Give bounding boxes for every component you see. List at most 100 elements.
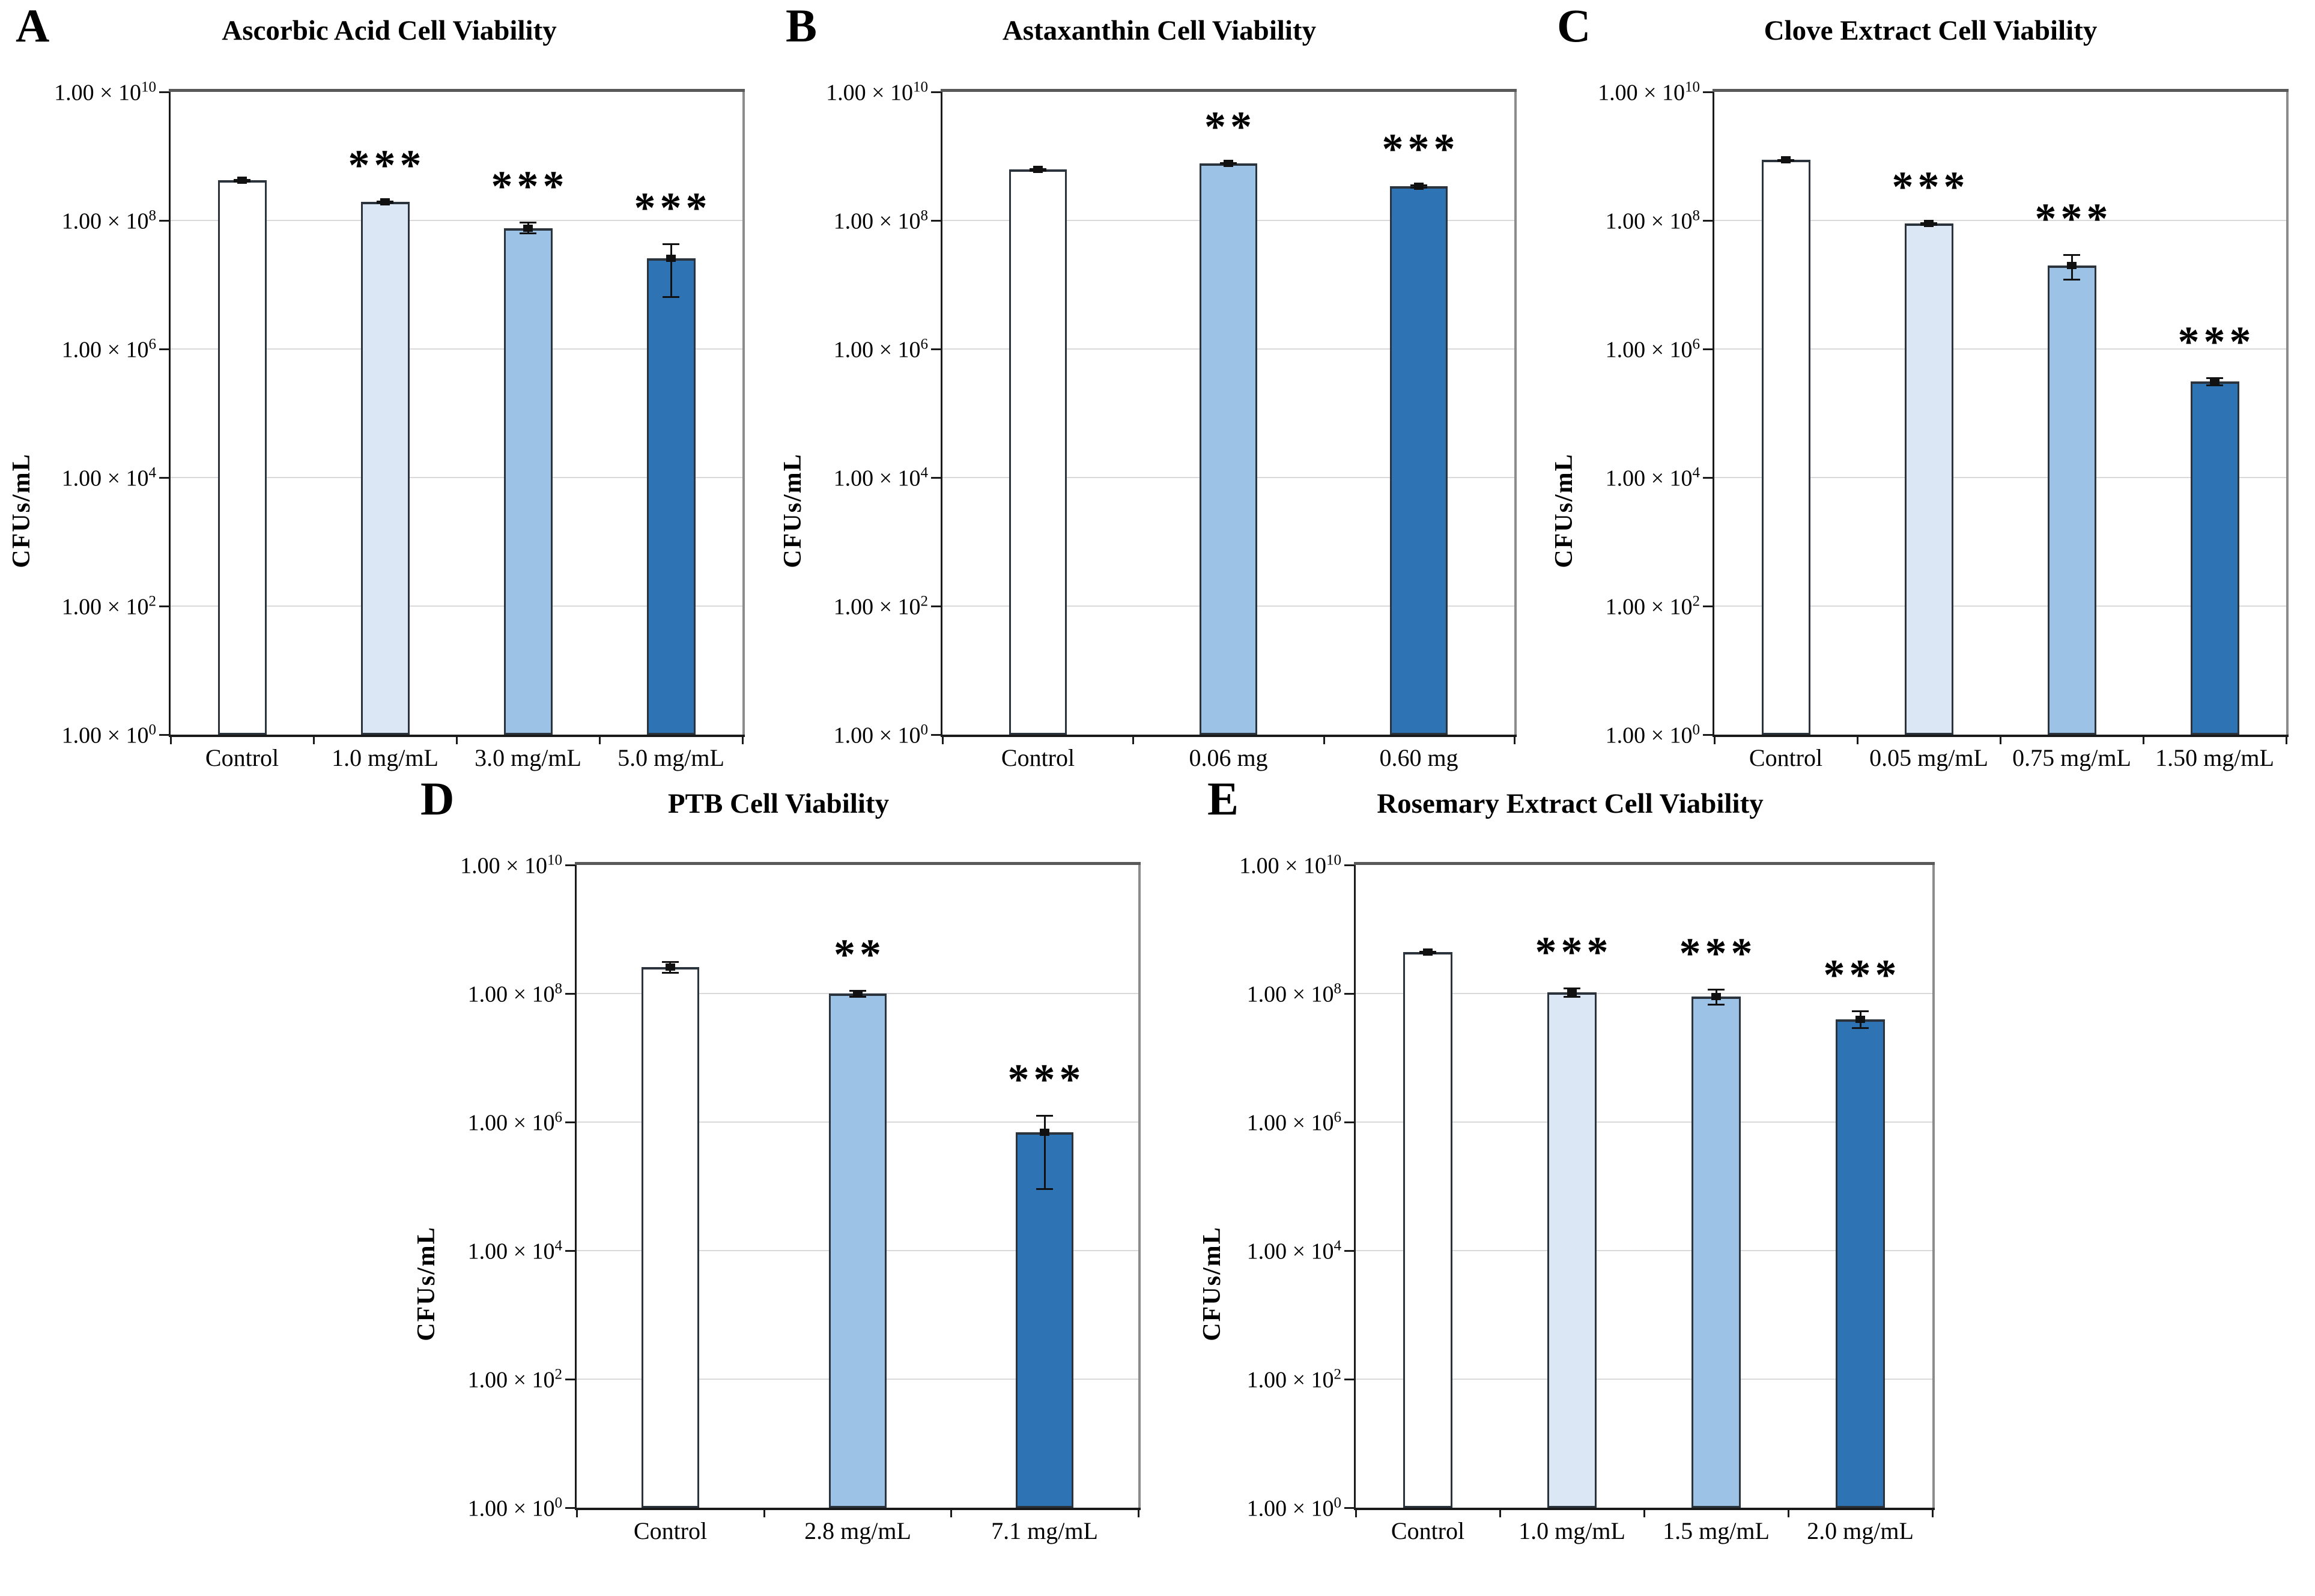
x-tick-mark bbox=[1499, 1508, 1501, 1517]
y-axis-line bbox=[575, 865, 577, 1508]
x-axis-label: 1.50 mg/mL bbox=[2155, 744, 2274, 771]
y-tick-mark bbox=[565, 993, 575, 995]
x-tick-mark bbox=[1857, 735, 1858, 744]
y-tick-mark bbox=[1344, 1121, 1354, 1123]
x-tick-mark bbox=[942, 735, 944, 744]
x-tick-mark bbox=[1643, 1508, 1645, 1517]
x-axis-label: 3.0 mg/mL bbox=[475, 744, 581, 771]
x-axis-label: Control bbox=[1391, 1517, 1465, 1544]
plot-frame-right bbox=[1932, 865, 1935, 1508]
y-gridline bbox=[1714, 605, 2286, 607]
y-tick-label: 1.00 × 104 bbox=[1246, 1237, 1341, 1264]
significance-stars: *** bbox=[1892, 163, 1970, 211]
error-bar-cap-bottom bbox=[2206, 384, 2223, 386]
y-tick-mark bbox=[1344, 864, 1354, 866]
y-tick-mark bbox=[1703, 91, 1713, 93]
error-bar-cap-bottom bbox=[520, 232, 536, 234]
y-tick-mark bbox=[1344, 993, 1354, 995]
x-tick-mark bbox=[456, 735, 458, 744]
y-gridline bbox=[171, 348, 742, 350]
y-tick-label: 1.00 × 1010 bbox=[826, 79, 928, 106]
bar-control bbox=[642, 967, 699, 1508]
y-tick-label: 1.00 × 108 bbox=[467, 980, 562, 1007]
y-tick-mark bbox=[159, 220, 169, 222]
mean-marker bbox=[1033, 166, 1043, 173]
y-tick-mark bbox=[931, 348, 941, 350]
y-tick-label: 1.00 × 100 bbox=[833, 721, 928, 748]
mean-marker bbox=[380, 198, 390, 205]
y-axis-title: CFUs/mL bbox=[1550, 453, 1578, 568]
x-axis-label: 2.0 mg/mL bbox=[1807, 1517, 1914, 1544]
mean-marker bbox=[1040, 1129, 1049, 1136]
bar-5-0-mg-ml bbox=[647, 258, 696, 735]
significance-stars: *** bbox=[1382, 125, 1460, 173]
x-tick-mark bbox=[1138, 1508, 1139, 1517]
panel-letter: D bbox=[420, 772, 455, 825]
bar-0-75-mg-ml bbox=[2048, 265, 2096, 735]
y-tick-mark bbox=[565, 1121, 575, 1123]
significance-stars: *** bbox=[2034, 195, 2113, 243]
y-axis-line bbox=[1354, 865, 1356, 1508]
y-gridline bbox=[1714, 477, 2286, 478]
bar-1-5-mg-ml bbox=[1691, 997, 1741, 1508]
x-axis-label: 1.0 mg/mL bbox=[332, 744, 438, 771]
error-bar-cap-bottom bbox=[1708, 1004, 1725, 1006]
significance-stars: ** bbox=[1204, 103, 1256, 151]
y-tick-label: 1.00 × 102 bbox=[1246, 1366, 1341, 1393]
x-tick-mark bbox=[2000, 735, 2001, 744]
x-tick-mark bbox=[763, 1508, 765, 1517]
mean-marker bbox=[1781, 156, 1791, 163]
y-gridline bbox=[171, 605, 742, 607]
x-tick-mark bbox=[1932, 1508, 1934, 1517]
bar-3-0-mg-ml bbox=[504, 228, 553, 735]
plot-frame-top bbox=[169, 89, 745, 92]
significance-stars: *** bbox=[1007, 1055, 1085, 1103]
bar-control bbox=[1009, 169, 1067, 735]
x-axis-label: 1.0 mg/mL bbox=[1519, 1517, 1625, 1544]
x-axis-label: Control bbox=[633, 1517, 708, 1544]
plot-frame-right bbox=[1514, 92, 1517, 735]
significance-stars: *** bbox=[1535, 928, 1613, 976]
y-tick-label: 1.00 × 1010 bbox=[460, 852, 562, 879]
error-bar-cap-top bbox=[2063, 254, 2080, 256]
x-tick-mark bbox=[950, 1508, 953, 1517]
plot-frame-right bbox=[2286, 92, 2289, 735]
y-gridline bbox=[1356, 993, 1932, 994]
y-tick-label: 1.00 × 106 bbox=[1246, 1109, 1341, 1136]
y-tick-label: 1.00 × 106 bbox=[833, 336, 928, 363]
y-tick-label: 1.00 × 1010 bbox=[1239, 852, 1341, 879]
panel-letter: B bbox=[786, 0, 818, 52]
mean-marker bbox=[1567, 989, 1577, 996]
y-tick-label: 1.00 × 104 bbox=[61, 464, 156, 491]
y-tick-mark bbox=[565, 864, 575, 866]
mean-marker bbox=[1855, 1016, 1865, 1023]
bar-2-8-mg-ml bbox=[829, 994, 887, 1508]
x-axis-label: 0.75 mg/mL bbox=[2012, 744, 2131, 771]
y-tick-mark bbox=[1703, 477, 1713, 479]
bar-1-0-mg-ml bbox=[361, 202, 410, 735]
error-bar-cap-top bbox=[1036, 1115, 1053, 1117]
y-tick-mark bbox=[1703, 605, 1713, 607]
y-tick-mark bbox=[931, 91, 941, 93]
error-bar-cap-bottom bbox=[663, 296, 679, 298]
x-tick-mark bbox=[1714, 735, 1716, 744]
y-axis-line bbox=[1713, 92, 1714, 735]
bar-1-50-mg-ml bbox=[2191, 381, 2239, 735]
x-axis-label: 0.05 mg/mL bbox=[1869, 744, 1988, 771]
bar-7-1-mg-ml bbox=[1016, 1132, 1073, 1508]
mean-marker bbox=[1924, 220, 1934, 227]
y-tick-label: 1.00 × 104 bbox=[467, 1237, 562, 1264]
y-tick-mark bbox=[159, 91, 169, 93]
x-tick-mark bbox=[1355, 1508, 1357, 1517]
y-tick-mark bbox=[1703, 348, 1713, 350]
y-tick-label: 1.00 × 100 bbox=[467, 1494, 562, 1522]
y-tick-mark bbox=[1344, 1379, 1354, 1380]
bar-control bbox=[1403, 952, 1452, 1508]
mean-marker bbox=[1711, 993, 1721, 1000]
x-axis-label: 0.60 mg bbox=[1379, 744, 1458, 771]
significance-stars: ** bbox=[834, 930, 885, 979]
x-tick-mark bbox=[1788, 1508, 1789, 1517]
x-axis-line bbox=[941, 735, 1517, 737]
y-tick-mark bbox=[159, 605, 169, 607]
mean-marker bbox=[1224, 160, 1233, 167]
